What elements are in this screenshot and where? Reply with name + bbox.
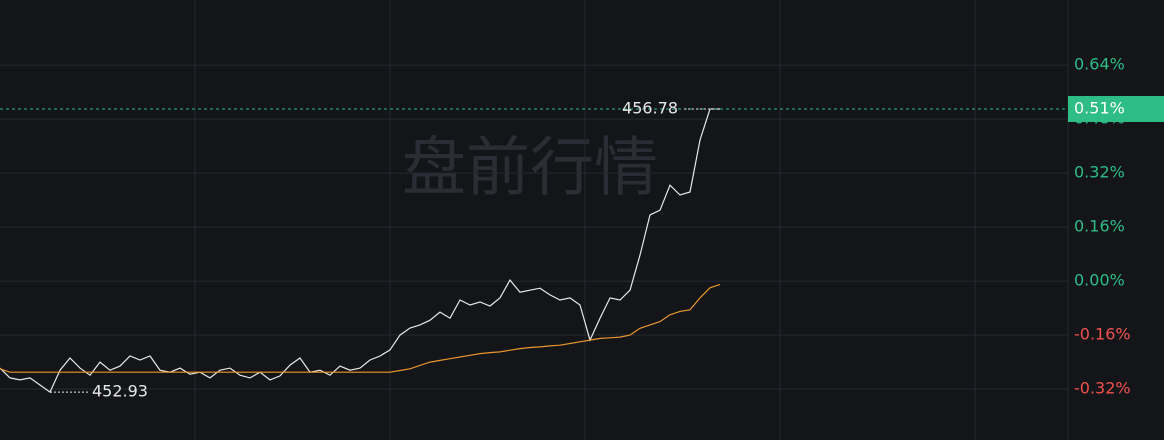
y-tick-label: 0.16% (1074, 217, 1125, 236)
watermark: 盘前行情 (402, 132, 658, 206)
y-tick-label: -0.16% (1074, 325, 1131, 344)
current-badge (1068, 95, 1164, 122)
current-label: 0.51% (1074, 98, 1125, 117)
annotation-label: 452.93 (92, 382, 148, 401)
y-tick-label: 0.00% (1074, 271, 1125, 290)
y-tick-label: -0.32% (1074, 379, 1131, 398)
y-tick-label: 0.64% (1074, 55, 1125, 74)
y-tick-label: 0.32% (1074, 163, 1125, 182)
price-line (0, 108, 720, 394)
price-line (0, 283, 721, 373)
annotation-label: 456.78 (622, 98, 678, 117)
